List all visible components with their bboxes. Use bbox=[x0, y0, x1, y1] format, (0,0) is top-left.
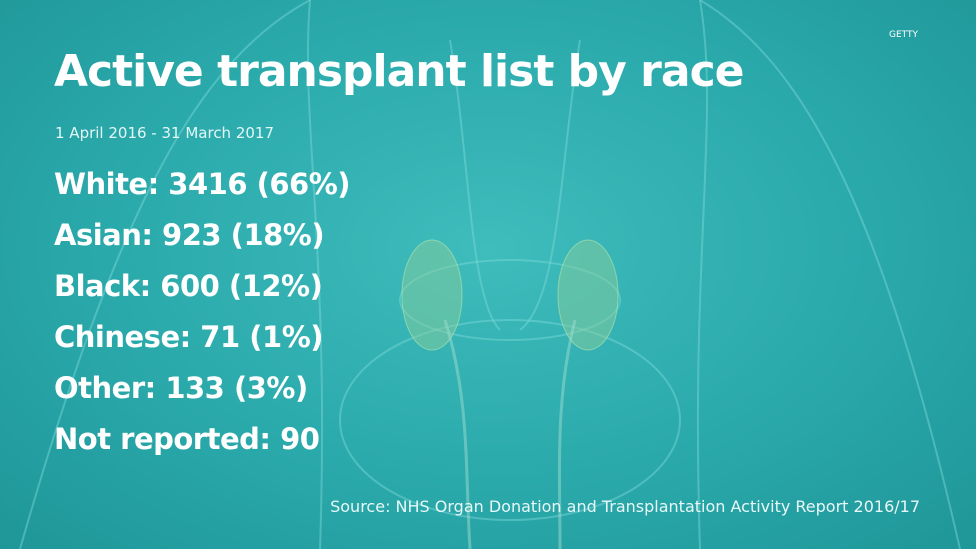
title: Active transplant list by race bbox=[54, 46, 744, 97]
list-item: Not reported: 90 bbox=[54, 422, 320, 456]
list-item: White: 3416 (66%) bbox=[54, 167, 351, 201]
subtitle: 1 April 2016 - 31 March 2017 bbox=[55, 124, 275, 142]
list-item: Black: 600 (12%) bbox=[54, 269, 323, 303]
list-item: Other: 133 (3%) bbox=[54, 371, 308, 405]
image-credit: GETTY bbox=[889, 30, 918, 40]
list-item: Asian: 923 (18%) bbox=[54, 218, 325, 252]
source-note: Source: NHS Organ Donation and Transplan… bbox=[330, 497, 920, 516]
list-item: Chinese: 71 (1%) bbox=[54, 320, 324, 354]
